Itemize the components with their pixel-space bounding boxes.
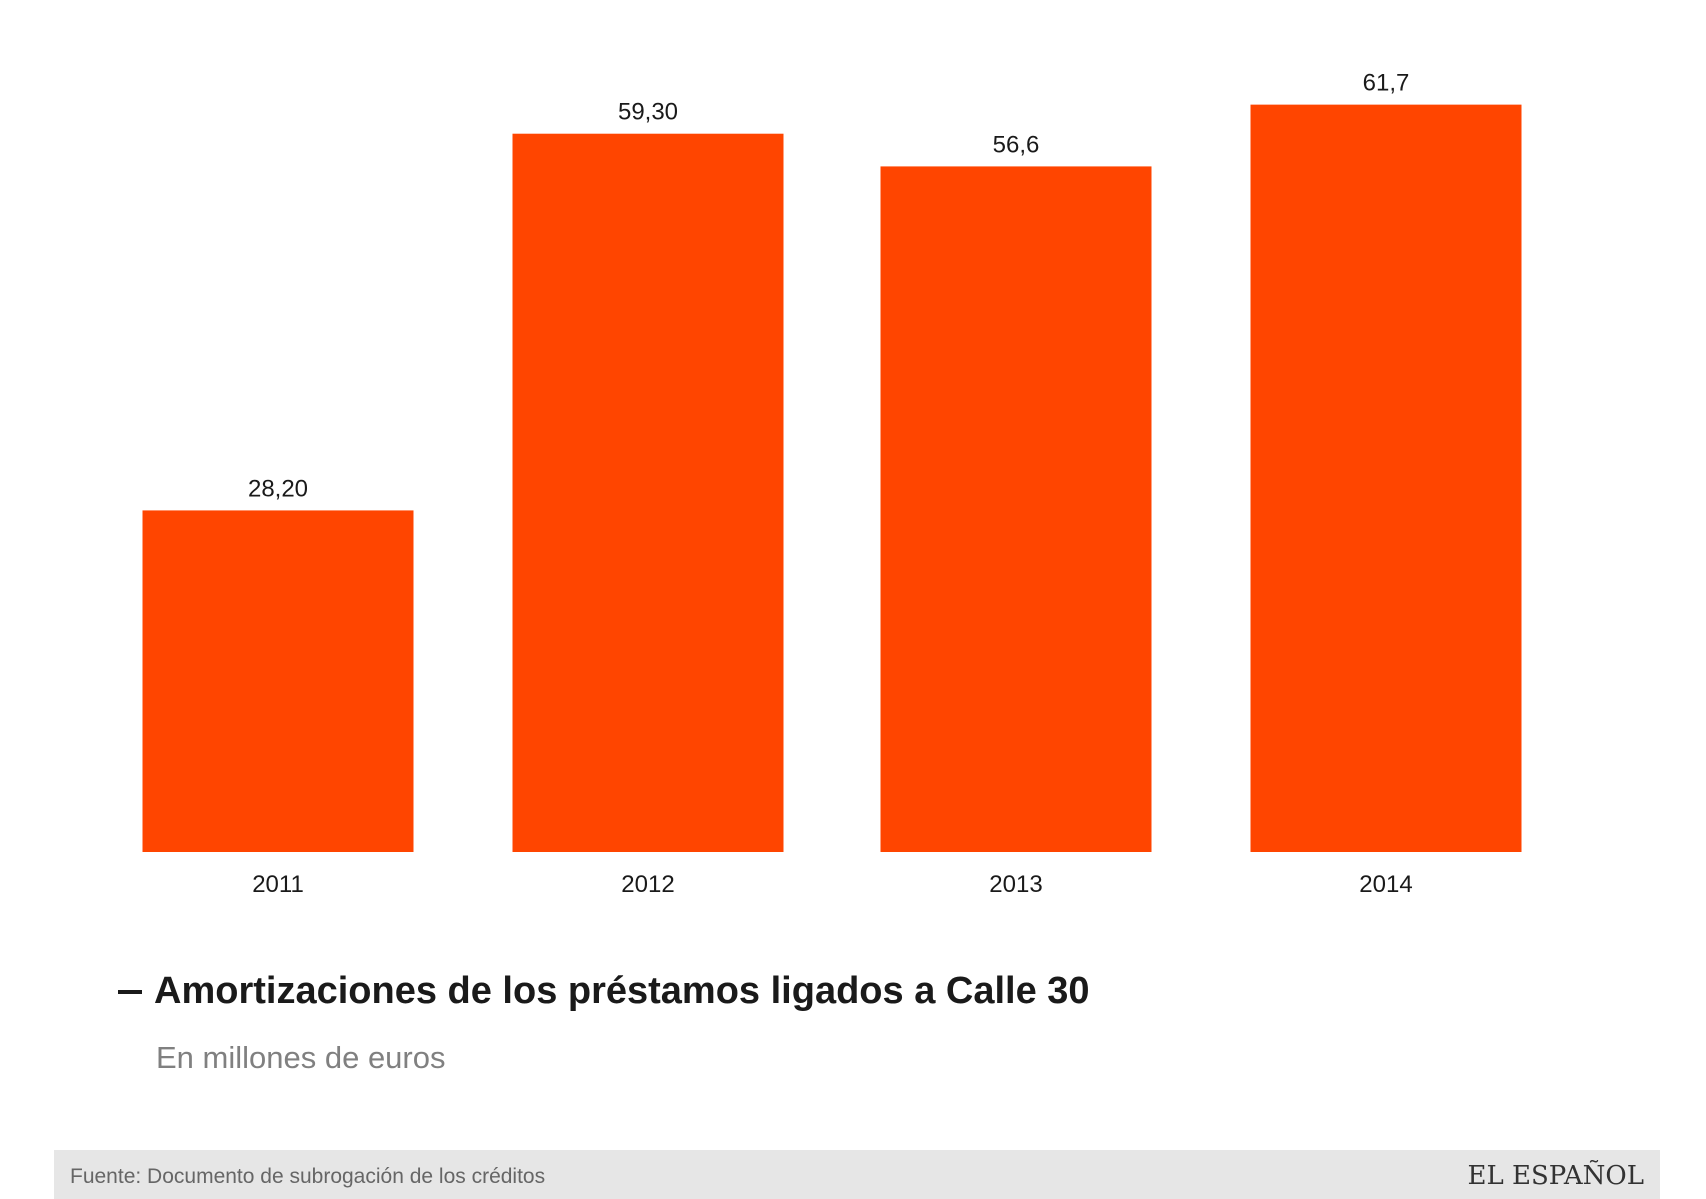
chart-title-row: Amortizaciones de los préstamos ligados … [118, 970, 1090, 1013]
bar-chart: 28,20 2011 59,30 2012 56,6 2013 61,7 2014 [142, 70, 1522, 898]
chart-title: Amortizaciones de los préstamos ligados … [154, 970, 1090, 1012]
source-note: Fuente: Documento de subrogación de los … [70, 1165, 546, 1188]
publisher-logo: EL ESPAÑOL [1467, 1161, 1644, 1191]
title-dash [118, 989, 142, 994]
bar-2012 [512, 133, 784, 852]
value-label-2014: 61,7 [1363, 70, 1410, 97]
x-tick-label-2014: 2014 [1359, 871, 1412, 898]
bar-2011 [142, 510, 414, 852]
value-label-2012: 59,30 [618, 99, 678, 126]
x-tick-label-2011: 2011 [252, 871, 304, 898]
chart-subtitle: En millones de euros [156, 1040, 446, 1075]
bar-2014 [1250, 104, 1522, 853]
value-label-2013: 56,6 [993, 131, 1040, 158]
footer-bar: Fuente: Documento de subrogación de los … [54, 1150, 1660, 1199]
bar-2013 [880, 166, 1152, 853]
x-tick-label-2012: 2012 [621, 871, 674, 898]
value-label-2011: 28,20 [248, 475, 308, 502]
x-tick-label-2013: 2013 [989, 871, 1042, 898]
